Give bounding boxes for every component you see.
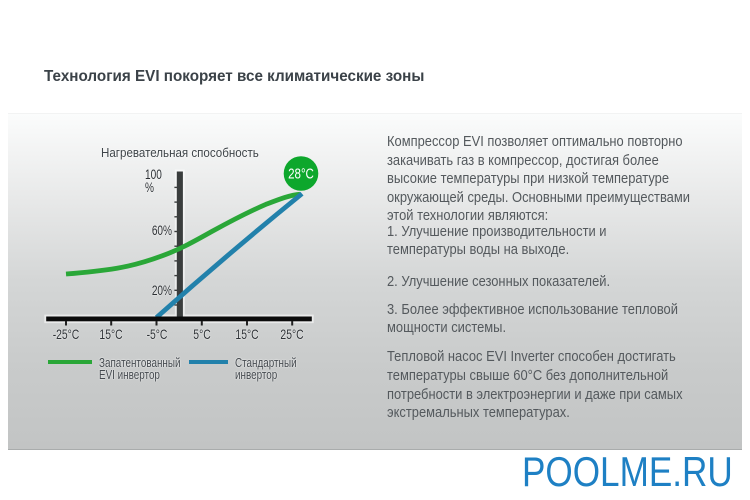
svg-text:28°C: 28°C: [288, 165, 314, 182]
